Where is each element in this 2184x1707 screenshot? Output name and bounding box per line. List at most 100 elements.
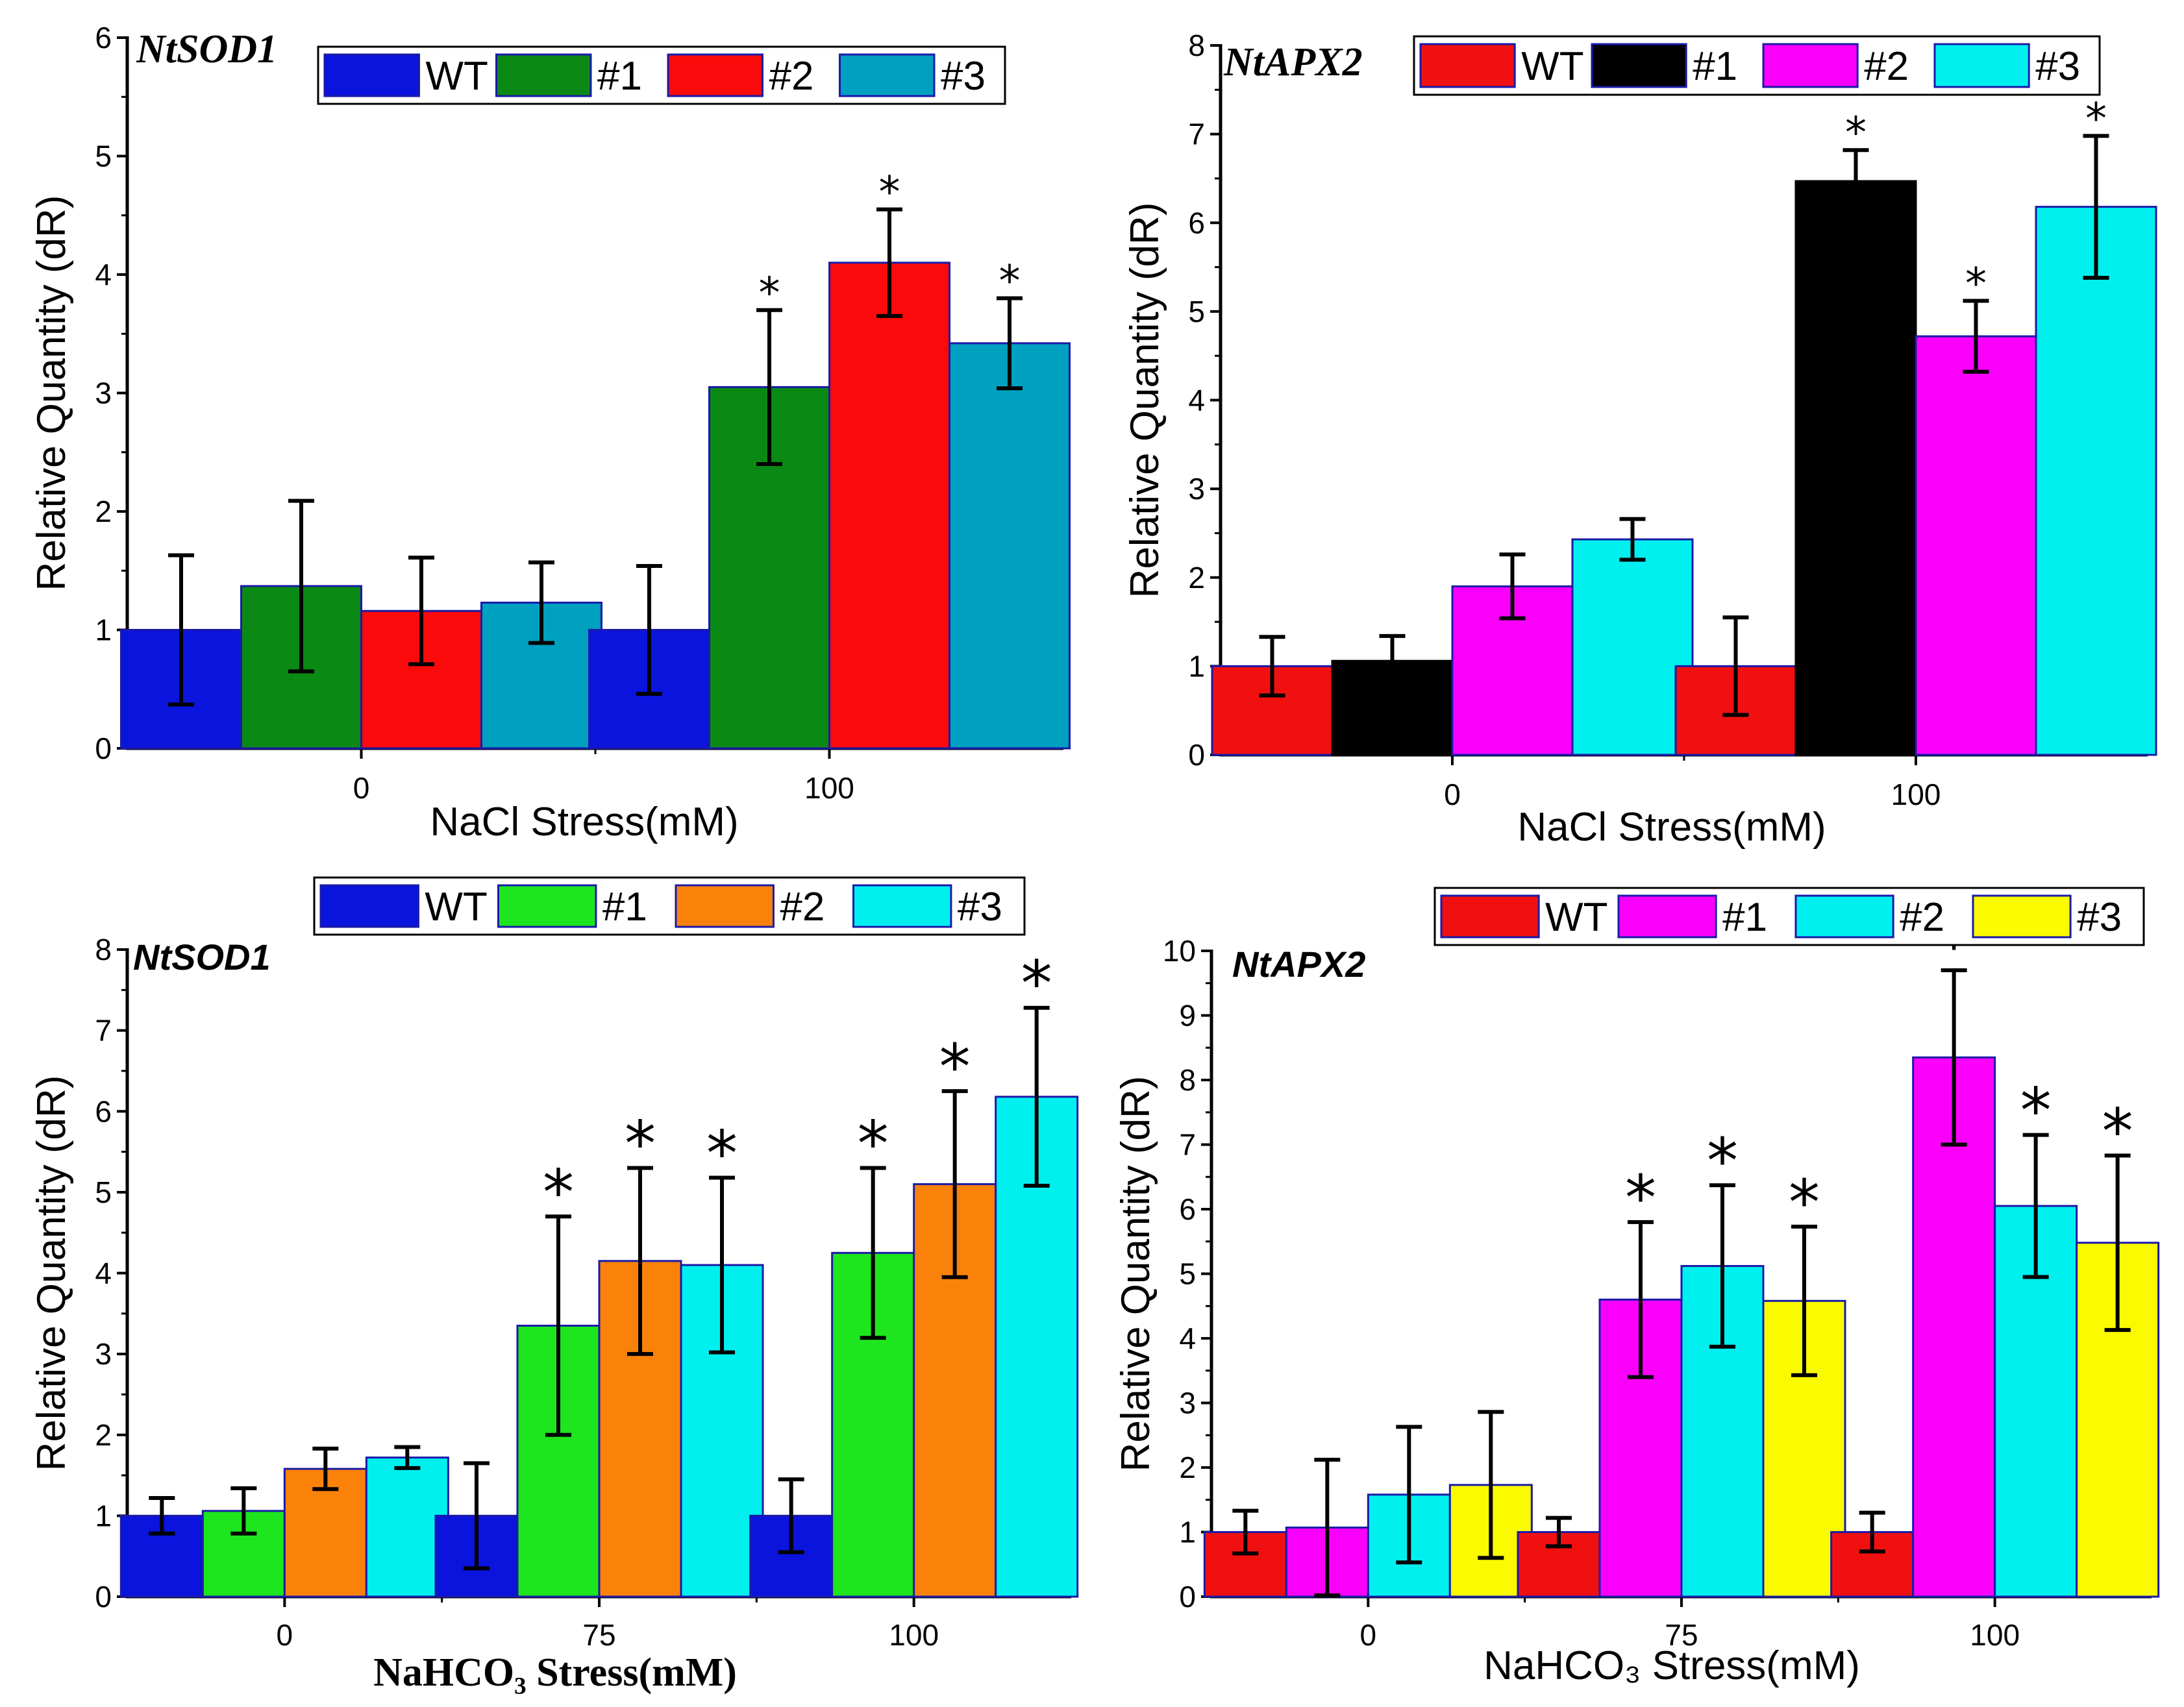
significance-star: * [1965, 258, 1987, 308]
significance-star: * [706, 1117, 738, 1190]
legend-swatch [1972, 894, 2072, 939]
chart-title: NtAPX2 [1232, 944, 1365, 985]
legend-swatch [497, 884, 597, 928]
bar-line-2-100 [828, 262, 950, 750]
legend-swatch [1933, 43, 2030, 88]
y-tick-label: 6 [95, 1094, 112, 1128]
y-tick-label: 5 [95, 1175, 112, 1209]
y-tick-label: 7 [1179, 1128, 1196, 1162]
y-tick-label: 5 [95, 140, 112, 173]
y-tick-label: 2 [95, 495, 112, 528]
legend-label: #3 [941, 54, 986, 99]
legend-label: #3 [2077, 895, 2122, 940]
legend-label: #1 [602, 885, 647, 929]
y-tick-label: 2 [1188, 561, 1205, 595]
chart-title: NtSOD1 [136, 27, 277, 71]
y-tick-label: 0 [1188, 738, 1205, 772]
chart-4: 0 1 2 3 4 5 6 7 8 9 10 Relative Quantity (dR) 0 75 * * *… [1113, 887, 2160, 1688]
legend-label: #2 [1900, 895, 1944, 940]
y-axis-label: Relative Quantity (dR) [1113, 1076, 1158, 1472]
y-tick-label: 3 [1188, 472, 1205, 506]
legend-label: WT [425, 885, 487, 929]
legend: WT #1 #2 #3 [1433, 887, 2145, 946]
x-axis-label: NaCl Stress(mM) [430, 800, 738, 844]
significance-star: * [759, 268, 780, 318]
y-tick-label: 6 [1188, 206, 1205, 239]
bar-line-1-100 [1912, 1056, 1996, 1598]
significance-star: * [858, 1107, 889, 1180]
legend-swatch [1762, 43, 1859, 88]
x-tick-label: 0 [1444, 778, 1461, 811]
chart-3: 0 1 2 3 4 5 6 7 8 Relative Quantity (dR) 0 75 * * * 100… [29, 876, 1079, 1695]
y-tick-label: 5 [1188, 295, 1205, 328]
x-tick-label: 100 [804, 771, 854, 805]
significance-star: * [1845, 108, 1867, 158]
significance-star: * [2020, 1075, 2052, 1148]
significance-star: * [2085, 93, 2107, 143]
significance-star: * [543, 1156, 574, 1229]
bar-WT-0 [119, 1514, 204, 1598]
legend-swatch [852, 884, 952, 928]
bar-line-3-100 [2035, 206, 2157, 756]
legend: WT #1 #2 #3 [317, 45, 1006, 105]
y-tick-label: 1 [1188, 649, 1205, 683]
y-tick-label: 4 [95, 258, 112, 291]
y-tick-label: 9 [1179, 999, 1196, 1033]
y-tick-label: 6 [95, 21, 112, 55]
y-tick-label: 2 [95, 1418, 112, 1452]
significance-star: * [1707, 1125, 1738, 1197]
y-tick-label: 8 [1179, 1063, 1196, 1097]
legend-swatch [667, 53, 763, 97]
y-tick-label: 3 [1179, 1386, 1196, 1420]
significance-star: * [1789, 1166, 1820, 1239]
legend-swatch [319, 884, 419, 928]
legend-label: #2 [780, 885, 825, 929]
significance-star: * [1021, 948, 1052, 1020]
x-axis-label: NaHCO₃ Stress(mM) [1483, 1643, 1860, 1688]
y-tick-label: 7 [1188, 117, 1205, 151]
legend: WT #1 #2 #3 [1413, 35, 2101, 96]
legend-swatch [1591, 43, 1687, 88]
y-tick-label: 1 [95, 1499, 112, 1532]
x-tick-label: 100 [1891, 778, 1941, 811]
significance-star: * [879, 167, 900, 217]
legend-label: WT [425, 54, 488, 99]
chart-title: NtSOD1 [133, 937, 271, 977]
x-tick-label: 75 [582, 1618, 615, 1652]
y-tick-label: 0 [95, 1580, 112, 1614]
legend-swatch [675, 884, 775, 928]
chart-1: 0 1 2 3 4 5 6 Relative Quantity (dR) 0 100 * * * NaCl… [29, 21, 1071, 844]
chart-title: NtAPX2 [1223, 40, 1363, 84]
y-tick-label: 2 [1179, 1451, 1196, 1484]
x-axis-label: NaHCO₃ Stress(mM) [373, 1651, 737, 1695]
legend-label: #2 [1864, 44, 1909, 89]
y-tick-label: 4 [1179, 1321, 1196, 1355]
legend-label: #1 [1722, 895, 1767, 940]
y-tick-label: 3 [95, 1337, 112, 1371]
legend-swatch [1419, 43, 1516, 88]
legend-swatch [1617, 894, 1717, 939]
y-tick-label: 0 [1179, 1580, 1196, 1614]
y-tick-label: 0 [95, 731, 112, 765]
x-tick-label: 100 [889, 1618, 939, 1652]
legend-label: #1 [1693, 44, 1737, 89]
y-axis-label: Relative Quantity (dR) [29, 195, 74, 591]
y-axis-label: Relative Quantity (dR) [29, 1075, 74, 1471]
y-tick-label: 8 [1188, 29, 1205, 62]
bar-line-3-100 [949, 342, 1071, 750]
chart-2: 0 1 2 3 4 5 6 7 8 Relative Quantity (dR) 0 100 * * * Na… [1123, 29, 2157, 850]
y-tick-label: 10 [1163, 934, 1196, 968]
legend-label: #3 [2035, 44, 2080, 89]
y-tick-label: 4 [95, 1257, 112, 1290]
y-tick-label: 8 [95, 933, 112, 966]
legend-swatch [839, 53, 936, 97]
legend: WT #1 #2 #3 [313, 876, 1026, 936]
legend-swatch [1794, 894, 1894, 939]
legend-label: WT [1521, 44, 1583, 89]
significance-star: * [939, 1031, 971, 1103]
legend-swatch [323, 53, 420, 97]
y-tick-label: 7 [95, 1014, 112, 1048]
y-tick-label: 5 [1179, 1257, 1196, 1291]
